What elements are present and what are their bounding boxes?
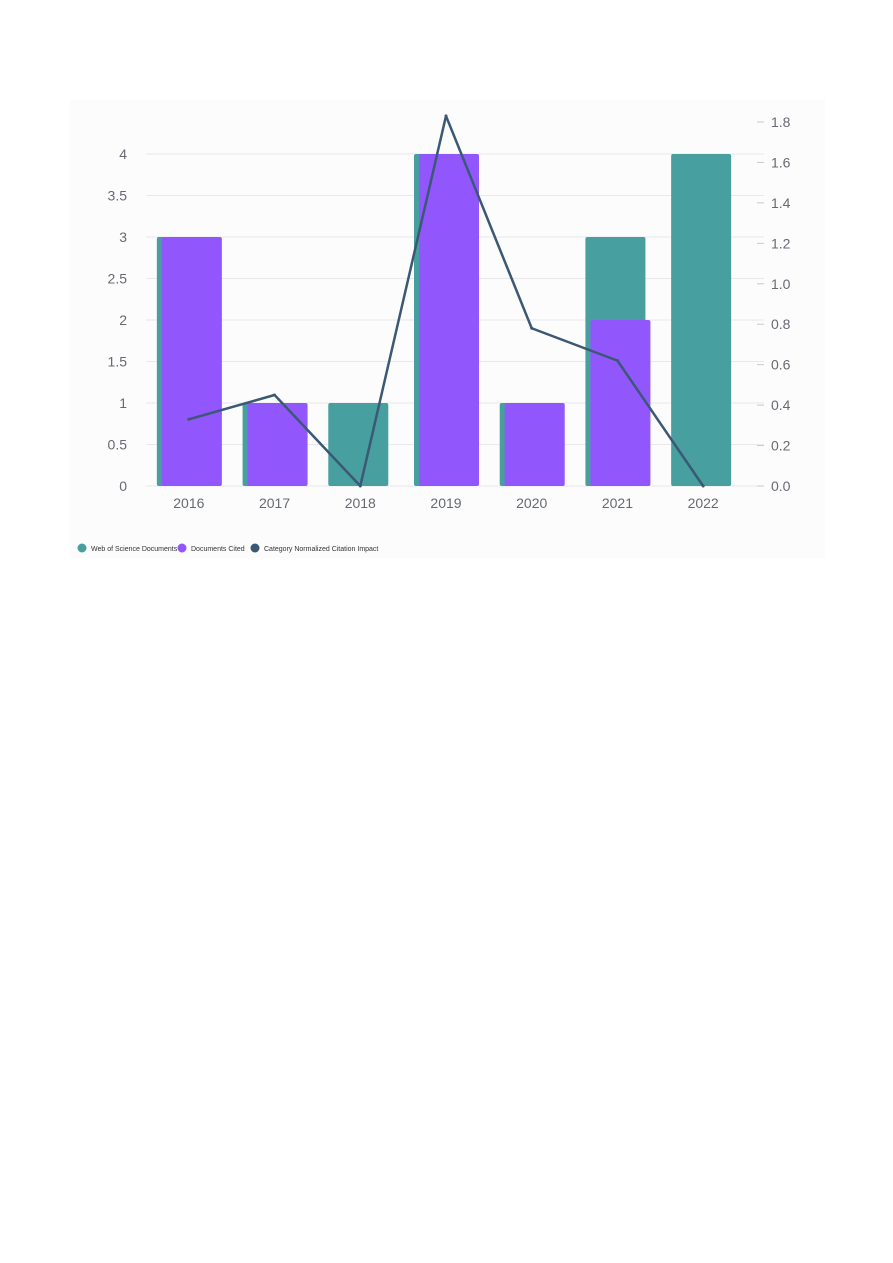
legend: Web of Science Documents Documents Cited C… bbox=[77, 543, 378, 553]
legend-marker[interactable] bbox=[177, 543, 187, 553]
documents-cited-bar[interactable] bbox=[419, 154, 479, 486]
x-axis: 2016 2017 2018 2019 2020 2021 2022 bbox=[173, 495, 719, 511]
cnci-point[interactable] bbox=[358, 484, 362, 488]
x-axis-tick-label: 2022 bbox=[688, 495, 719, 511]
left-axis-tick-label: 2 bbox=[119, 312, 127, 328]
combo-chart: 0 0.5 1 1.5 2 2.5 3 3.5 4 0.0 0.2 0.4 0.6 0.8 1.0 1.2 1… bbox=[77, 114, 791, 553]
documents-cited-bar[interactable] bbox=[590, 320, 651, 486]
right-axis-tick-label: 1.2 bbox=[771, 235, 791, 251]
right-axis-tick-label: 1.0 bbox=[771, 276, 791, 292]
x-axis-tick-label: 2020 bbox=[516, 495, 547, 511]
cnci-point[interactable] bbox=[701, 484, 705, 488]
left-axis-tick-label: 0 bbox=[119, 478, 127, 494]
x-axis-tick-label: 2021 bbox=[602, 495, 633, 511]
left-y-axis: 0 0.5 1 1.5 2 2.5 3 3.5 4 bbox=[108, 146, 128, 494]
right-axis-tick-label: 1.4 bbox=[771, 195, 791, 211]
left-axis-tick-label: 1 bbox=[119, 395, 127, 411]
right-y-axis: 0.0 0.2 0.4 0.6 0.8 1.0 1.2 1.4 1.6 1.8 bbox=[757, 114, 791, 494]
x-axis-tick-label: 2017 bbox=[259, 495, 290, 511]
legend-marker[interactable] bbox=[250, 543, 260, 553]
legend-label[interactable]: Web of Science Documents bbox=[91, 546, 178, 553]
documents-cited-bar[interactable] bbox=[161, 237, 222, 486]
legend-label[interactable]: Category Normalized Citation Impact bbox=[264, 546, 378, 553]
right-axis-tick-label: 0.6 bbox=[771, 357, 791, 373]
cnci-point[interactable] bbox=[615, 359, 619, 363]
cnci-point[interactable] bbox=[273, 393, 277, 397]
left-axis-tick-label: 3.5 bbox=[108, 188, 128, 204]
x-axis-tick-label: 2019 bbox=[430, 495, 461, 511]
right-axis-tick-label: 1.6 bbox=[771, 154, 791, 170]
right-axis-tick-label: 0.0 bbox=[771, 478, 791, 494]
x-axis-tick-label: 2018 bbox=[345, 495, 376, 511]
left-axis-tick-label: 0.5 bbox=[108, 437, 128, 453]
right-axis-tick-label: 0.2 bbox=[771, 438, 791, 454]
bars bbox=[156, 154, 732, 486]
legend-label[interactable]: Documents Cited bbox=[191, 546, 245, 553]
left-axis-tick-label: 3 bbox=[119, 229, 127, 245]
cnci-point[interactable] bbox=[187, 417, 191, 421]
documents-cited-bar[interactable] bbox=[247, 403, 308, 486]
wos-documents-bar[interactable] bbox=[328, 403, 389, 486]
left-axis-tick-label: 4 bbox=[119, 146, 127, 162]
left-axis-tick-label: 2.5 bbox=[108, 271, 128, 287]
x-axis-tick-label: 2016 bbox=[173, 495, 204, 511]
right-axis-tick-label: 0.4 bbox=[771, 397, 791, 413]
cnci-point[interactable] bbox=[530, 326, 534, 330]
right-axis-tick-label: 0.8 bbox=[771, 316, 791, 332]
wos-documents-bar[interactable] bbox=[671, 154, 732, 486]
documents-cited-bar[interactable] bbox=[504, 403, 565, 486]
cnci-line bbox=[187, 114, 705, 488]
cnci-point[interactable] bbox=[444, 114, 448, 118]
left-axis-tick-label: 1.5 bbox=[108, 354, 128, 370]
right-axis-tick-label: 1.8 bbox=[771, 114, 791, 130]
legend-marker[interactable] bbox=[77, 543, 87, 553]
